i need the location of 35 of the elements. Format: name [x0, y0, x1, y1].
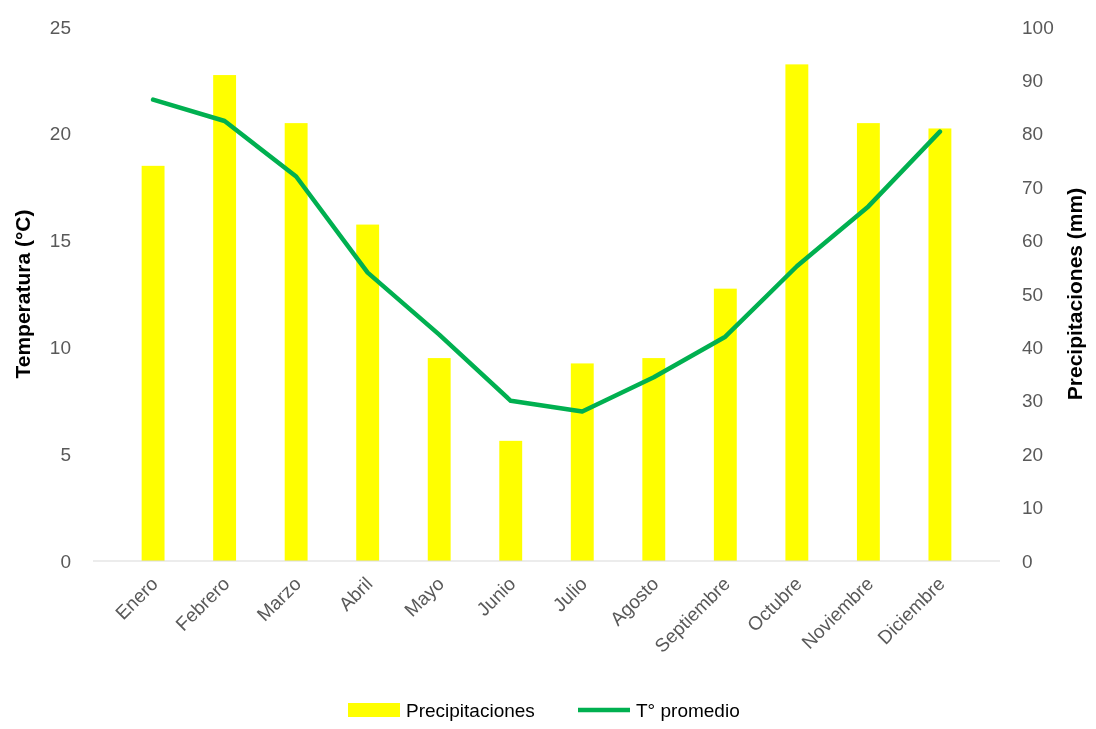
y2-tick-label: 40 [1022, 337, 1044, 359]
y2-tick-label: 90 [1022, 70, 1044, 92]
bar [785, 64, 809, 561]
y2-tick-label: 50 [1022, 283, 1044, 305]
line-series [150, 97, 943, 414]
y2-tick-label: 30 [1022, 390, 1044, 412]
bar [284, 123, 308, 561]
legend-label: T° promedio [636, 700, 740, 721]
bar [141, 165, 165, 561]
bar [713, 288, 737, 561]
y2-tick-label: 20 [1022, 443, 1044, 465]
bar [928, 128, 952, 561]
bar [356, 224, 380, 561]
y2-tick-label: 100 [1022, 16, 1054, 38]
y-tick-label: 10 [49, 337, 71, 359]
y-tick-label: 20 [49, 123, 71, 145]
bar [642, 358, 666, 561]
bar [427, 358, 451, 561]
bar [570, 363, 594, 561]
bar [213, 75, 237, 561]
y2-tick-label: 60 [1022, 230, 1044, 252]
y2-axis-title: Precipitaciones (mm) [1063, 187, 1086, 401]
bar [856, 123, 880, 561]
y-tick-label: 5 [60, 443, 71, 465]
y-tick-label: 25 [49, 16, 71, 38]
y2-tick-label: 70 [1022, 176, 1044, 198]
x-tick-label: Julio [548, 572, 592, 616]
y-tick-label: 15 [49, 230, 71, 252]
y2-tick-label: 80 [1022, 123, 1044, 145]
y-tick-label: 0 [60, 550, 71, 572]
y2-tick-label: 10 [1022, 497, 1044, 519]
legend-label: Precipitaciones [406, 700, 535, 721]
y2-tick-label: 0 [1022, 550, 1033, 572]
bar [499, 440, 523, 561]
y-axis-title: Temperatura (°C) [11, 209, 34, 379]
